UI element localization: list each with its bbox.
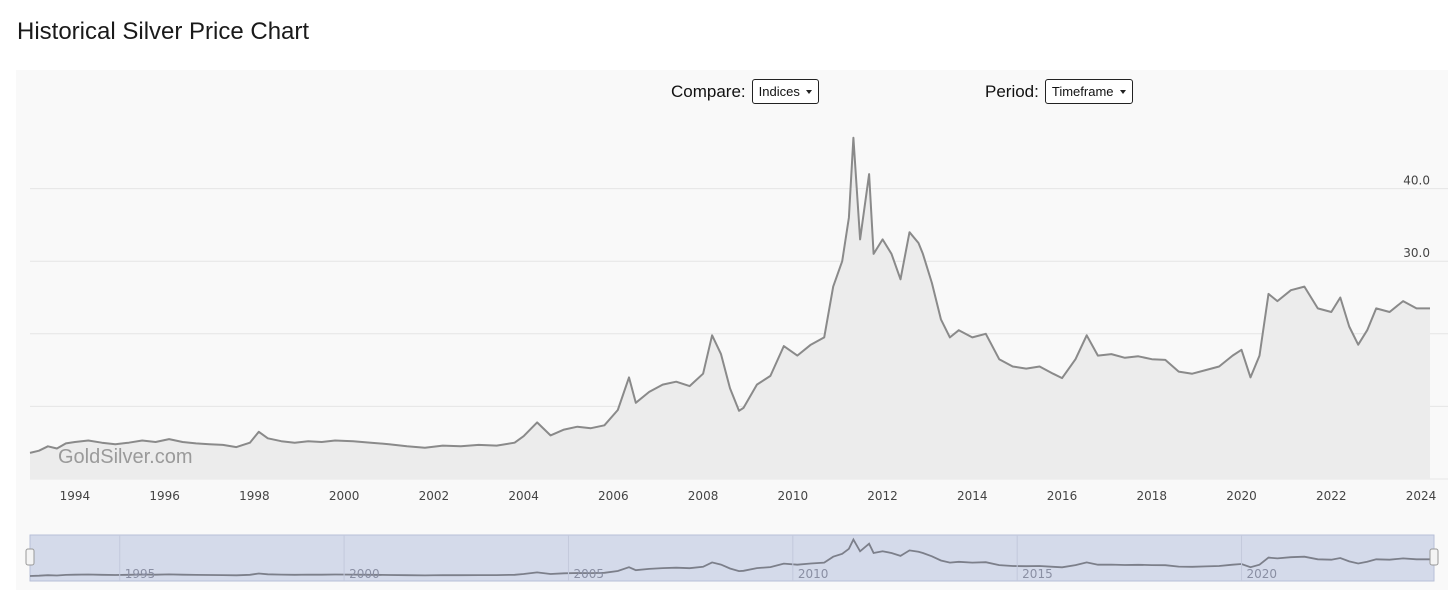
price-chart[interactable]: 0.010.020.030.040.0 GoldSilver.com 19941… <box>16 70 1448 590</box>
period-label: Period: <box>985 81 1039 101</box>
navigator[interactable]: 1995 2000 2005 2010 2015 2020 <box>25 534 1439 582</box>
x-tick-label: 2002 <box>419 489 450 503</box>
compare-dropdown-value: Indices <box>758 84 800 99</box>
x-tick-label: 2010 <box>778 489 809 503</box>
watermark: GoldSilver.com <box>58 446 193 468</box>
y-tick-label: 30.0 <box>1403 246 1430 260</box>
x-tick-label: 2006 <box>598 489 629 503</box>
x-tick-label: 1994 <box>60 489 91 503</box>
x-tick-label: 2012 <box>867 489 898 503</box>
price-area-fill <box>30 137 1430 480</box>
price-area <box>29 136 1430 480</box>
compare-control: Compare: Indices <box>671 79 819 104</box>
x-tick-label: 1998 <box>239 489 270 503</box>
navigator-line <box>29 537 1430 577</box>
price-line <box>29 136 1430 454</box>
x-tick-label: 2018 <box>1137 489 1168 503</box>
navigator-handle-right[interactable] <box>1429 548 1439 566</box>
chart-panel: Compare: Indices Period: Timeframe 0.010… <box>16 70 1448 590</box>
x-tick-label: 2024 <box>1406 489 1437 503</box>
y-tick-label: 40.0 <box>1403 174 1430 188</box>
navigator-tick-label: 2000 <box>349 567 380 581</box>
period-dropdown-value: Timeframe <box>1051 84 1114 99</box>
period-dropdown[interactable]: Timeframe <box>1044 79 1133 104</box>
x-tick-label: 2000 <box>329 489 360 503</box>
navigator-tick-label: 2015 <box>1022 567 1053 581</box>
navigator-handle-left[interactable] <box>25 548 35 566</box>
x-tick-label: 2014 <box>957 489 988 503</box>
navigator-range[interactable] <box>29 534 1435 582</box>
x-tick-label: 2022 <box>1316 489 1347 503</box>
caret-down-icon <box>1119 89 1126 94</box>
x-tick-label: 2016 <box>1047 489 1078 503</box>
navigator-tick-label: 1995 <box>125 567 156 581</box>
x-tick-label: 2004 <box>508 489 539 503</box>
navigator-tick-label: 2020 <box>1247 567 1278 581</box>
x-axis: 1994 1996 1998 2000 2002 2004 2006 2008 2010 2012… <box>60 489 1437 503</box>
period-control: Period: Timeframe <box>985 79 1133 104</box>
navigator-tick-label: 2010 <box>798 567 829 581</box>
x-tick-label: 2008 <box>688 489 719 503</box>
compare-dropdown[interactable]: Indices <box>751 79 819 104</box>
page-title: Historical Silver Price Chart <box>17 18 310 45</box>
navigator-tick-label: 2005 <box>573 567 604 581</box>
x-tick-label: 1996 <box>149 489 180 503</box>
caret-down-icon <box>805 89 812 94</box>
compare-label: Compare: <box>671 81 746 101</box>
x-tick-label: 2020 <box>1226 489 1257 503</box>
